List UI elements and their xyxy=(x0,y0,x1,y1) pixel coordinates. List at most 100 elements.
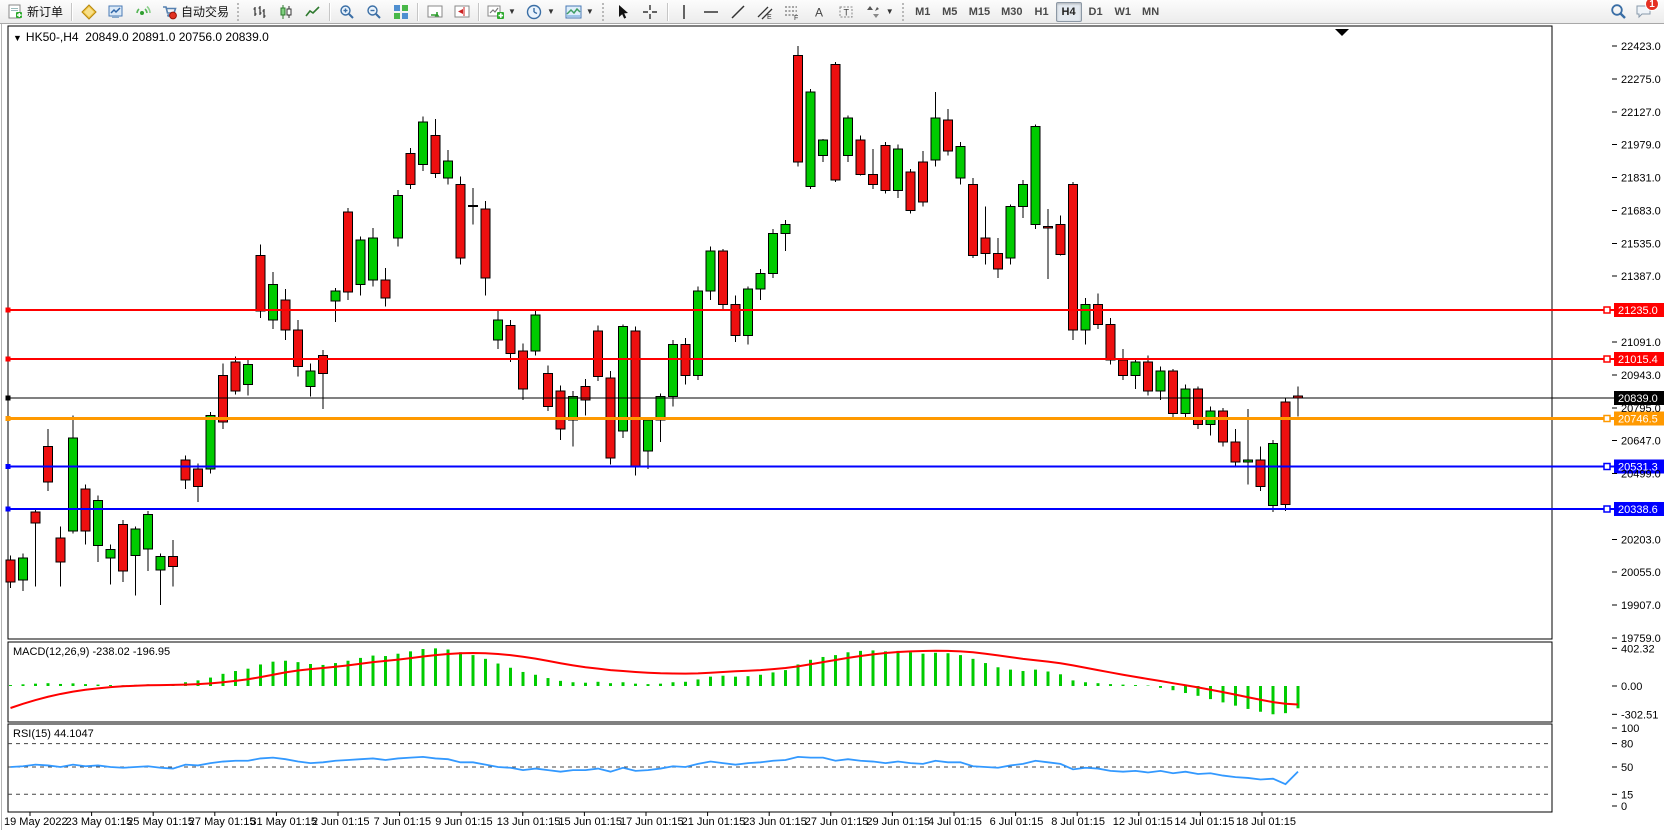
trendline-button[interactable] xyxy=(725,1,752,22)
line-chart-button[interactable] xyxy=(299,1,326,22)
svg-text:E: E xyxy=(767,14,772,20)
timeframe-d1[interactable]: D1 xyxy=(1088,5,1103,18)
svg-text:19759.0: 19759.0 xyxy=(1621,633,1661,645)
svg-text:20203.0: 20203.0 xyxy=(1621,535,1661,547)
arrows-button[interactable]: ▼ xyxy=(860,1,899,22)
clock-icon xyxy=(526,3,543,20)
auto-trading-icon xyxy=(161,3,178,20)
mql-community-button[interactable] xyxy=(75,1,102,22)
svg-text:-302.51: -302.51 xyxy=(1621,709,1658,721)
dropdown-caret: ▼ xyxy=(546,7,555,16)
dropdown-caret: ▼ xyxy=(885,7,894,16)
svg-text:23 May 01:15: 23 May 01:15 xyxy=(66,816,133,828)
signal-waves-icon xyxy=(134,3,151,20)
svg-text:17 Jun 01:15: 17 Jun 01:15 xyxy=(620,816,684,828)
auto-trading-button[interactable]: 自动交易 xyxy=(156,1,234,22)
zoom-out-icon xyxy=(365,3,382,20)
dropdown-caret: ▼ xyxy=(508,7,516,16)
timeframe-toolbar: M1 M5 M15 M30 H1 H4 D1 W1 MN xyxy=(910,1,1164,22)
svg-text:22127.0: 22127.0 xyxy=(1621,107,1661,119)
zoom-in-icon xyxy=(338,3,355,20)
timeframe-mn[interactable]: MN xyxy=(1142,5,1160,18)
timeframe-h4[interactable]: H4 xyxy=(1055,1,1082,22)
svg-text:6 Jul 01:15: 6 Jul 01:15 xyxy=(990,816,1044,828)
equidistant-channel-icon: E xyxy=(757,3,774,20)
dropdown-caret: ▼ xyxy=(585,7,594,16)
zoom-in-button[interactable] xyxy=(333,1,360,22)
svg-text:15: 15 xyxy=(1621,789,1633,801)
new-order-button[interactable]: 新订单 xyxy=(2,1,68,22)
svg-text:27 May 01:15: 27 May 01:15 xyxy=(189,816,256,828)
separator xyxy=(71,2,73,21)
svg-text:0.00: 0.00 xyxy=(1621,681,1642,693)
line-chart-icon xyxy=(304,3,321,20)
svg-text:20499.0: 20499.0 xyxy=(1621,469,1661,481)
tile-windows-icon xyxy=(392,3,409,20)
new-chart-button[interactable]: ▼ xyxy=(482,1,521,22)
svg-text:20647.0: 20647.0 xyxy=(1621,436,1661,448)
svg-text:13 Jun 01:15: 13 Jun 01:15 xyxy=(497,816,561,828)
gold-diamond-icon xyxy=(80,3,97,20)
timeframe-m1[interactable]: M1 xyxy=(915,5,931,18)
fibonacci-button[interactable]: F xyxy=(779,1,806,22)
timeframe-w1[interactable]: W1 xyxy=(1114,5,1132,18)
search-icon[interactable] xyxy=(1610,3,1627,20)
tile-windows-button[interactable] xyxy=(387,1,414,22)
svg-text:19 May 2022: 19 May 2022 xyxy=(4,816,68,828)
svg-text:9 Jun 01:15: 9 Jun 01:15 xyxy=(435,816,493,828)
toolbar-grip xyxy=(901,2,907,21)
separator xyxy=(417,2,419,21)
crosshair-button[interactable] xyxy=(637,1,664,22)
text-label-button[interactable]: T xyxy=(833,1,860,22)
template-image-icon xyxy=(565,3,582,20)
channel-button[interactable]: E xyxy=(752,1,779,22)
svg-text:19907.0: 19907.0 xyxy=(1621,600,1661,612)
svg-text:21091.0: 21091.0 xyxy=(1621,337,1661,349)
svg-text:21387.0: 21387.0 xyxy=(1621,271,1661,283)
svg-text:21683.0: 21683.0 xyxy=(1621,206,1661,218)
bar-chart-button[interactable] xyxy=(245,1,272,22)
new-order-label: 新订单 xyxy=(27,5,64,19)
chart-shift-button[interactable] xyxy=(448,1,475,22)
new-chart-icon xyxy=(487,3,505,20)
separator xyxy=(666,2,668,21)
vertical-line-button[interactable] xyxy=(671,1,698,22)
svg-text:2 Jun 01:15: 2 Jun 01:15 xyxy=(312,816,370,828)
chart-window: 21235.0 21015.4 20839.0 20746.5 20531.3 20338… xyxy=(0,24,1664,830)
svg-text:29 Jun 01:15: 29 Jun 01:15 xyxy=(866,816,930,828)
templates-button[interactable]: ▼ xyxy=(560,1,599,22)
auto-scroll-button[interactable] xyxy=(421,1,448,22)
svg-text:14 Jul 01:15: 14 Jul 01:15 xyxy=(1174,816,1234,828)
svg-text:21979.0: 21979.0 xyxy=(1621,140,1661,152)
notification-badge: 1 xyxy=(1645,0,1659,11)
periods-button[interactable]: ▼ xyxy=(521,1,560,22)
signals-button[interactable] xyxy=(129,1,156,22)
horizontal-line-button[interactable] xyxy=(698,1,725,22)
timeframe-m30[interactable]: M30 xyxy=(1001,5,1023,18)
svg-text:0: 0 xyxy=(1621,801,1627,813)
chart-shift-icon xyxy=(453,3,470,20)
new-order-icon xyxy=(7,3,24,20)
separator xyxy=(478,2,480,21)
auto-trading-label: 自动交易 xyxy=(181,5,230,19)
timeframe-h1[interactable]: H1 xyxy=(1034,5,1049,18)
svg-text:T: T xyxy=(844,7,850,17)
zoom-out-button[interactable] xyxy=(360,1,387,22)
chart-canvas[interactable]: 21235.0 21015.4 20839.0 20746.5 20531.3 20338… xyxy=(0,24,1664,830)
svg-text:25 May 01:15: 25 May 01:15 xyxy=(127,816,194,828)
vertical-line-icon xyxy=(676,3,693,20)
svg-text:80: 80 xyxy=(1621,739,1633,751)
timeframe-m5[interactable]: M5 xyxy=(942,5,958,18)
svg-text:100: 100 xyxy=(1621,723,1639,735)
text-button[interactable]: A xyxy=(806,1,833,22)
svg-text:8 Jul 01:15: 8 Jul 01:15 xyxy=(1051,816,1105,828)
candlestick-chart-button[interactable] xyxy=(272,1,299,22)
timeframe-m15[interactable]: M15 xyxy=(968,5,991,18)
auto-scroll-icon xyxy=(426,3,443,20)
cursor-button[interactable] xyxy=(610,1,637,22)
data-window-button[interactable] xyxy=(102,1,129,22)
svg-text:A: A xyxy=(815,5,823,19)
ohlc-bars-icon xyxy=(250,3,267,20)
notifications-icon[interactable]: 1 xyxy=(1635,0,1659,20)
